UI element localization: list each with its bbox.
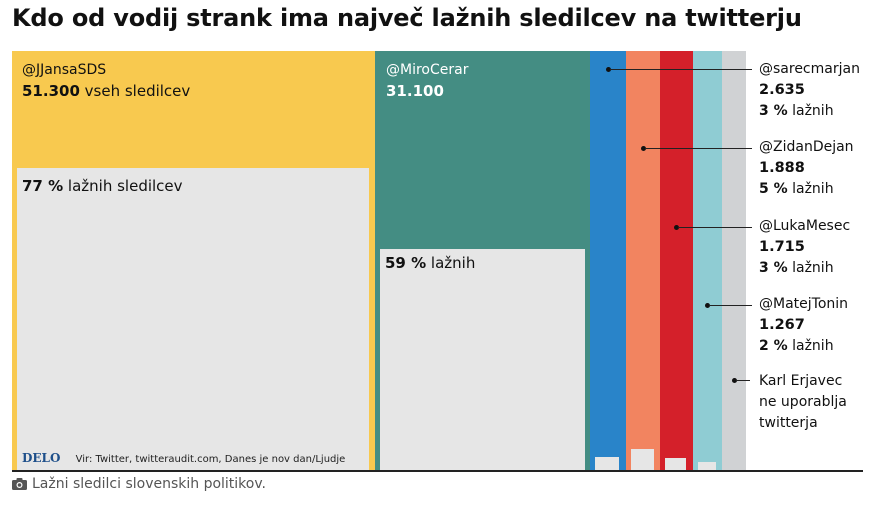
bar-matejtonin [693, 51, 722, 470]
legend-sarecmarjan-pct-value: 3 % [759, 103, 788, 119]
label-jjansasds-pct: 77 % lažnih sledilcev [22, 176, 183, 197]
leader-dot-lukamesec [674, 225, 679, 230]
legend-matejtonin-total: 1.267 [759, 317, 805, 333]
label-mirocerar-pct: 59 % lažnih [385, 253, 475, 274]
source-text: Vir: Twitter, twitteraudit.com, Danes je… [75, 454, 346, 465]
bar-lukamesec [660, 51, 693, 470]
fake-area-zidandejan [631, 449, 654, 470]
label-jjansasds-total-suffix: vseh sledilcev [84, 82, 191, 100]
leader-dot-karlerjavec [732, 378, 737, 383]
leader-dot-zidandejan [641, 146, 646, 151]
legend-sarecmarjan-pct-suffix: lažnih [792, 103, 834, 119]
legend-lukamesec-total: 1.715 [759, 239, 805, 255]
legend-lukamesec: @LukaMesec 1.715 3 % lažnih [759, 216, 850, 279]
bar-jjansasds: @JJansaSDS 51.300 vseh sledilcev 77 % la… [12, 51, 375, 470]
legend-matejtonin-handle: @MatejTonin [759, 296, 849, 312]
bar-zidandejan [626, 51, 660, 470]
legend-zidandejan-pct: 5 % lažnih [759, 179, 854, 200]
source-line: DELO Vir: Twitter, twitteraudit.com, Dan… [22, 451, 345, 465]
label-jjansasds-handle: @JJansaSDS [22, 62, 107, 78]
legend-lukamesec-handle: @LukaMesec [759, 218, 851, 234]
leader-line-karlerjavec [736, 380, 750, 381]
label-mirocerar-pct-value: 59 % [385, 254, 427, 272]
marimekko-chart: @JJansaSDS 51.300 vseh sledilcev 77 % la… [12, 51, 863, 472]
leader-line-sarecmarjan [610, 69, 752, 70]
legend-sarecmarjan: @sarecmarjan 2.635 3 % lažnih [759, 59, 860, 122]
fake-area-mirocerar: 59 % lažnih [380, 249, 585, 470]
leader-dot-sarecmarjan [606, 67, 611, 72]
chart-baseline [12, 470, 863, 472]
legend-sarecmarjan-total: 2.635 [759, 82, 805, 98]
fake-area-sarecmarjan [595, 457, 619, 470]
legend-zidandejan-handle: @ZidanDejan [759, 139, 854, 155]
delo-logo: DELO [22, 451, 61, 465]
label-mirocerar-pct-suffix: lažnih [430, 254, 476, 272]
leader-line-zidandejan [645, 148, 752, 149]
image-caption: Lažni sledilci slovenskih politikov. [12, 476, 266, 492]
leader-line-matejtonin [709, 305, 752, 306]
fake-area-lukamesec [665, 458, 686, 470]
label-mirocerar-total-value: 31.100 [386, 82, 444, 100]
leader-dot-matejtonin [705, 303, 710, 308]
leader-line-lukamesec [678, 227, 752, 228]
legend-zidandejan: @ZidanDejan 1.888 5 % lažnih [759, 137, 854, 200]
legend-sarecmarjan-pct: 3 % lažnih [759, 101, 860, 122]
legend-zidandejan-pct-value: 5 % [759, 181, 788, 197]
legend-matejtonin-pct: 2 % lažnih [759, 336, 848, 357]
label-jjansasds-pct-value: 77 % [22, 177, 64, 195]
bar-mirocerar: @MiroCerar 31.100 59 % lažnih [375, 51, 590, 470]
legend-matejtonin-pct-suffix: lažnih [792, 338, 834, 354]
fake-area-matejtonin [698, 462, 716, 470]
legend-lukamesec-pct-value: 3 % [759, 260, 788, 276]
legend-matejtonin: @MatejTonin 1.267 2 % lažnih [759, 294, 848, 357]
label-jjansasds-pct-suffix: lažnih sledilcev [67, 177, 183, 195]
label-jjansasds-total: 51.300 vseh sledilcev [22, 81, 190, 102]
legend-matejtonin-pct-value: 2 % [759, 338, 788, 354]
legend-zidandejan-total: 1.888 [759, 160, 805, 176]
fake-area-jjansasds: 77 % lažnih sledilcev [17, 168, 369, 470]
label-mirocerar-total: 31.100 [386, 81, 444, 102]
camera-icon [12, 478, 27, 490]
legend-sarecmarjan-handle: @sarecmarjan [759, 61, 860, 77]
label-jjansasds-total-value: 51.300 [22, 82, 80, 100]
bar-sarecmarjan [590, 51, 626, 470]
chart-title: Kdo od vodij strank ima največ lažnih sl… [12, 4, 802, 32]
caption-text: Lažni sledilci slovenskih politikov. [32, 476, 267, 492]
legend-karlerjavec: Karl Erjavec ne uporablja twitterja [759, 373, 847, 431]
bar-karlerjavec [722, 51, 746, 470]
legend-zidandejan-pct-suffix: lažnih [792, 181, 834, 197]
legend-lukamesec-pct: 3 % lažnih [759, 258, 850, 279]
legend-lukamesec-pct-suffix: lažnih [792, 260, 834, 276]
label-mirocerar-handle: @MiroCerar [386, 62, 469, 78]
